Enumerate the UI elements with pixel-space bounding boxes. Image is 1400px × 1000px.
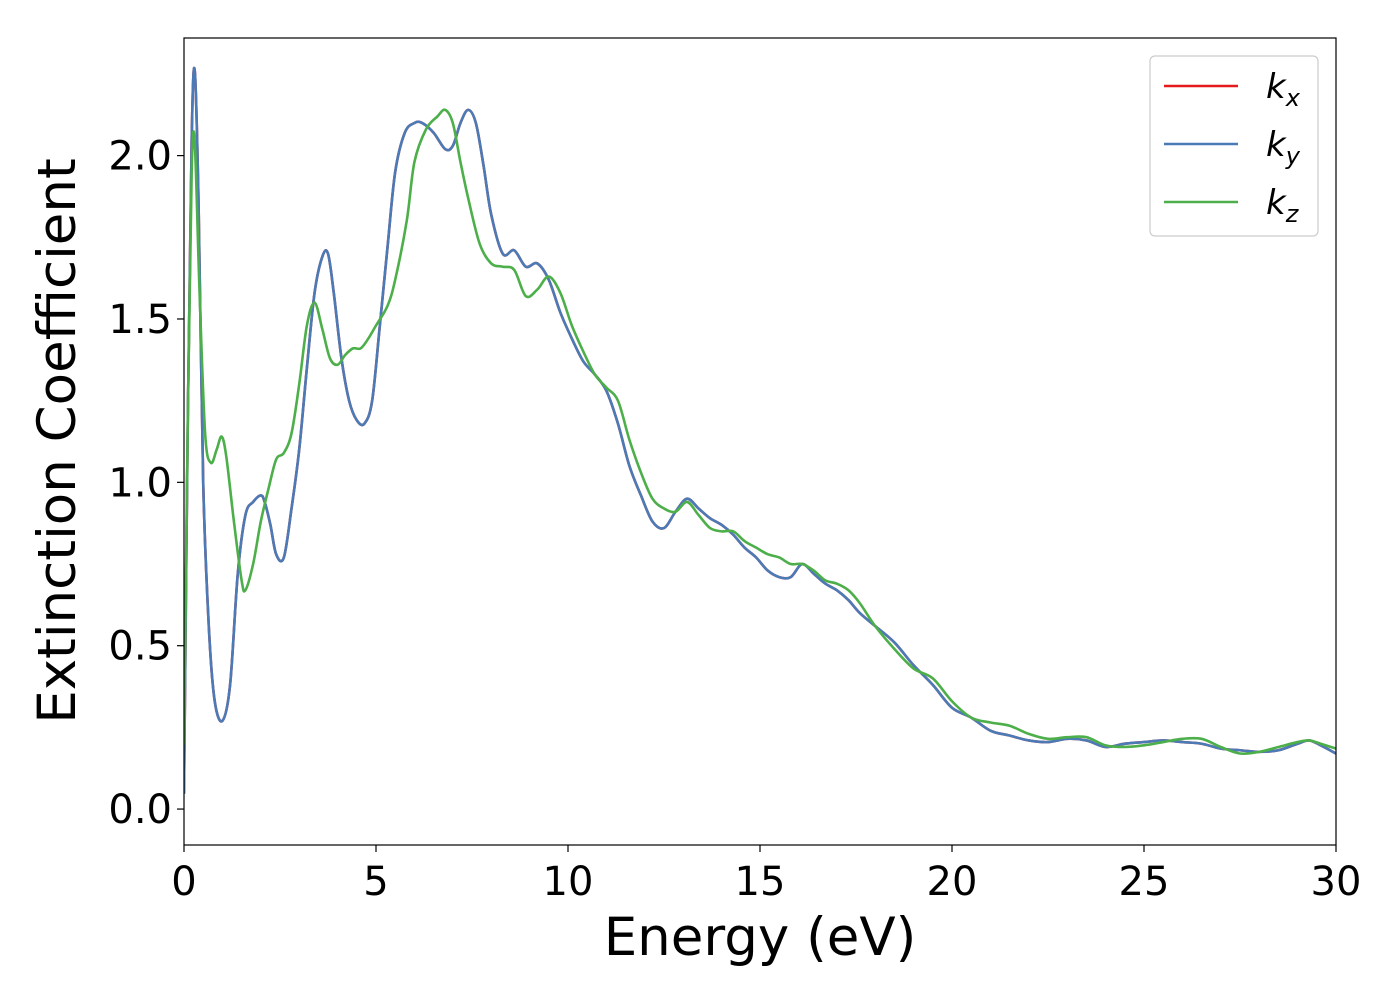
x-tick-label: 20: [927, 859, 978, 905]
y-tick-label: 2.0: [108, 134, 172, 180]
y-tick-label: 1.5: [108, 297, 172, 343]
y-tick-label: 0.5: [108, 624, 172, 670]
x-axis-label: Energy (eV): [604, 907, 917, 968]
y-axis-ticks: 0.0 0.5 1.0 1.5 2.0: [108, 134, 184, 833]
legend-label-x: kx: [1266, 67, 1301, 112]
legend-subscript-z: z: [1285, 200, 1300, 228]
x-tick-label: 30: [1311, 859, 1362, 905]
x-tick-label: 25: [1119, 859, 1170, 905]
legend-label-y: ky: [1266, 125, 1301, 170]
series-layer: [184, 66, 1336, 795]
y-axis-label: Extinction Coefficient: [27, 158, 88, 724]
x-axis-ticks: 0 5 10 15 20 25 30: [171, 845, 1361, 905]
series-line-k-z: [184, 108, 1336, 756]
x-tick-label: 0: [171, 859, 196, 905]
x-tick-label: 15: [735, 859, 786, 905]
x-tick-label: 5: [363, 859, 388, 905]
legend-subscript-x: x: [1285, 84, 1301, 112]
legend-subscript-y: y: [1285, 142, 1301, 170]
y-tick-label: 1.0: [108, 460, 172, 506]
y-tick-label: 0.0: [108, 787, 172, 833]
x-tick-label: 10: [543, 859, 594, 905]
series-line-k-y: [184, 66, 1336, 795]
legend-box: [1149, 55, 1319, 237]
